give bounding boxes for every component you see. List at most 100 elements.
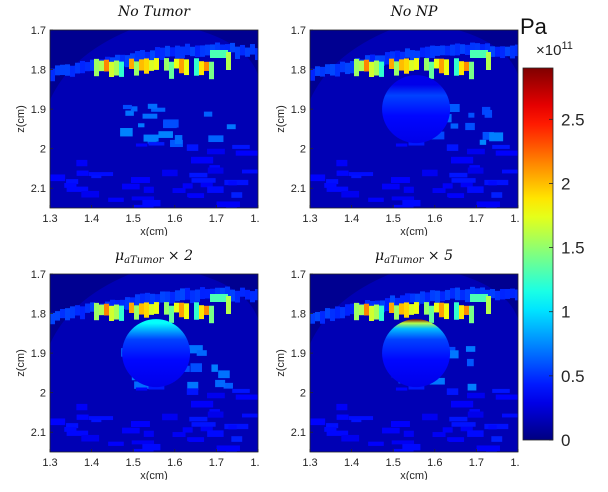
tissue-strand [495,394,518,400]
skin-cell [245,289,250,300]
x-tick-label: 1.4 [344,457,359,469]
tissue-strand [391,421,410,427]
panel-title: No NP [390,4,438,20]
outer-region [310,274,390,344]
vessel-cell [394,305,399,320]
skin-cell [50,312,55,325]
x-tick-label: 1.3 [42,213,57,225]
y-tick-label: 1.9 [291,348,306,360]
skin-cell [170,47,175,57]
tissue-strand [491,436,503,442]
skin-cell [405,48,410,58]
skin-cell [400,51,405,63]
vessel-cell [129,58,134,69]
x-tick-label: 1.7 [469,213,484,225]
vessel-cell [389,58,394,69]
tissue-strand [64,427,77,432]
vessel-cell [439,58,444,74]
skin-cell [405,293,410,305]
skin-cell [90,302,95,312]
x-axis-label: x(cm) [140,470,168,480]
vessel-cell [444,303,449,320]
tissue-strand [326,179,339,185]
vessel-cell [174,302,179,313]
tissue-strand [447,437,464,442]
heatmap-plot: 1.31.41.51.61.71.81.71.81.922.1x(cm)z(cm… [275,269,526,482]
skin-cell [55,65,60,76]
heatmap-plot: 1.31.41.51.61.71.81.71.81.922.1x(cm)z(cm… [15,25,266,238]
tissue-strand [131,440,155,445]
skin-cell [370,54,375,68]
tissue-strand [422,413,438,421]
tissue-strand [76,403,88,411]
vessel-cell [414,302,419,314]
heatmap-cells [50,30,258,208]
skin-cell [60,64,65,76]
y-tick-label: 2.1 [31,183,46,195]
tissue-pocket [215,379,226,388]
tissue-strand [189,416,208,422]
heatmap-cells [310,30,518,208]
skin-cell [470,42,475,54]
skin-cell [205,44,210,56]
skin-cell [180,46,185,59]
panel-no-np: No NP 1.31.41.51.61.71.81.71.81.922.1x(c… [260,4,526,238]
vessel-cell [114,304,119,320]
y-axis-label: z(cm) [15,105,27,133]
skin-cell [65,64,70,76]
skin-cell [435,290,440,303]
vessel-cell [144,58,149,74]
skin-cell [505,288,510,299]
skin-cell [430,290,435,302]
tissue-strand [207,392,225,399]
tissue-strand [476,201,500,208]
tissue-strand [182,183,193,189]
skin-cell [385,298,390,312]
skin-cell [395,50,400,62]
y-axis-label: z(cm) [275,349,287,377]
tissue-pocket [125,110,134,116]
skin-cell [450,44,455,56]
skin-cell [145,51,150,63]
skin-cell [325,308,330,319]
tissue-pocket [448,350,459,359]
vessel-cell [389,302,394,313]
skin-cell [445,45,450,56]
vessel-cell [119,61,124,77]
x-tick-label: 1.3 [302,213,317,225]
tissue-strand [135,143,148,147]
tissue-strand [81,190,100,198]
y-axis-label: z(cm) [275,105,287,133]
vessel-cell [129,302,134,313]
tissue-strand [135,387,148,391]
vessel-cell [464,61,469,71]
vessel-cell [169,305,174,323]
tissue-strand [351,175,362,179]
skin-cell [50,68,55,82]
vessel-cell [364,59,369,72]
vessel-cell [184,59,189,76]
skin-cell [465,44,470,55]
tissue-strand [186,388,199,395]
colorbar-tick-label: 1 [561,303,570,322]
tissue-strand [336,159,348,167]
skin-cell [395,297,400,307]
tissue-strand [310,174,326,182]
skin-cell [195,45,200,57]
x-axis-label: x(cm) [400,470,428,480]
vessel-cell [399,59,404,71]
tissue-pocket [482,131,494,140]
tissue-strand [368,441,384,446]
tissue-strand [324,427,337,432]
tissue-strand [408,386,425,390]
skin-cell [430,45,435,58]
panel-mua-x5: μaTumor × 5 1.31.41.51.61.71.81.71.81.92… [260,248,526,482]
vessel-cell [144,302,149,318]
tissue-pocket [465,346,476,352]
skin-cell [135,294,140,307]
tissue-pocket [484,109,493,118]
tissue-strand [403,186,414,193]
vessel-cell [210,50,228,58]
vessel-cell [94,58,99,77]
tissue-strand [460,426,473,432]
